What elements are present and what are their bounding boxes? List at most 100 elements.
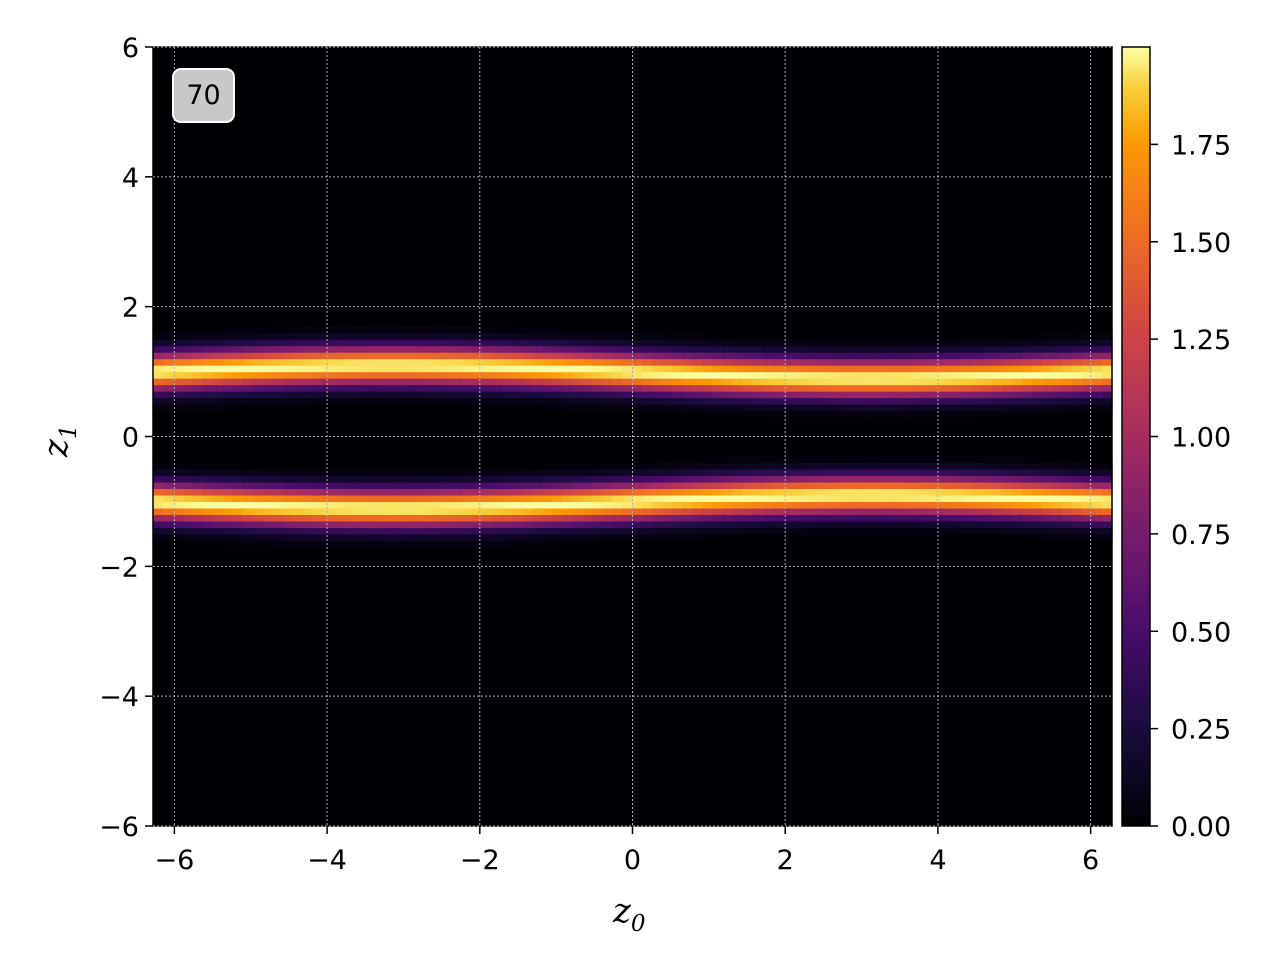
heatmap-cell [202,514,214,522]
heatmap-cell [652,475,664,483]
heatmap-cell [272,326,284,334]
heatmap-cell [772,462,783,470]
heatmap-cell [562,475,574,483]
heatmap-cell [992,384,1003,392]
heatmap-cell [382,358,394,366]
heatmap-cell [892,455,903,464]
heatmap-cell [852,468,863,477]
heatmap-cell [342,326,354,334]
heatmap-cell [882,481,893,490]
heatmap-cell [632,514,644,522]
heatmap-cell [882,391,893,399]
heatmap-cell [752,404,763,412]
heatmap-cell [942,494,953,503]
heatmap-cell [782,339,793,347]
heatmap-cell [172,514,184,522]
heatmap-cell [332,358,344,366]
heatmap-cell [1042,332,1053,340]
heatmap-cell [652,501,664,509]
heatmap-cell [1092,514,1103,522]
heatmap-cell [892,468,903,477]
heatmap-cell [153,501,164,509]
heatmap-cell [153,462,164,470]
heatmap-cell [632,527,644,535]
heatmap-cell [802,462,813,470]
heatmap-cell [772,378,783,386]
heatmap-cell [802,520,813,528]
heatmap-cell [182,462,194,470]
heatmap-cell [282,397,294,405]
heatmap-cell [1042,475,1053,483]
heatmap-cell [192,371,204,379]
heatmap-cell [592,468,604,477]
heatmap-cell [532,468,544,477]
heatmap-cell [322,352,334,360]
heatmap-cell [392,397,404,405]
heatmap-cell [172,488,184,496]
heatmap-cell [1052,384,1063,392]
heatmap-cell [1062,533,1073,541]
heatmap-cell [1022,358,1033,366]
heatmap-cell [412,507,424,515]
heatmap-cell [242,468,254,477]
heatmap-cell [602,481,614,490]
heatmap-cell [562,332,574,340]
heatmap-cell [252,540,264,548]
heatmap-cell [952,404,963,412]
heatmap-cell [522,358,534,366]
heatmap-cell [212,533,224,541]
heatmap-cell [212,345,224,353]
heatmap-cell [252,520,264,528]
heatmap-cell [422,481,434,490]
heatmap-cell [262,527,274,535]
heatmap-cell [392,494,404,503]
heatmap-cell [1002,378,1013,386]
heatmap-cell [782,488,793,496]
heatmap-cell [462,475,474,483]
heatmap-cell [822,371,833,379]
heatmap-cell [412,468,424,477]
heatmap-cell [952,345,963,353]
heatmap-cell [652,481,664,490]
heatmap-cell [552,378,564,386]
heatmap-cell [682,507,694,515]
heatmap-cell [612,339,624,347]
heatmap-cell [802,358,813,366]
heatmap-cell [642,475,654,483]
heatmap-cell [972,514,983,522]
heatmap-cell [502,501,514,509]
heatmap-cell [542,475,554,483]
heatmap-cell [1012,358,1023,366]
heatmap-cell [402,391,414,399]
heatmap-cell [822,358,833,366]
heatmap-cell [153,481,164,490]
heatmap-cell [212,468,224,477]
heatmap-cell [1042,520,1053,528]
heatmap-cell [532,514,544,522]
heatmap-cell [992,371,1003,379]
heatmap-cell [1102,494,1113,503]
heatmap-cell [792,462,803,470]
heatmap-cell [782,520,793,528]
heatmap-cell [632,462,644,470]
heatmap-cell [412,332,424,340]
heatmap-cell [942,378,953,386]
heatmap-cell [452,488,464,496]
heatmap-cell [782,410,793,418]
heatmap-cell [382,481,394,490]
heatmap-cell [153,507,164,515]
heatmap-cell [492,371,504,379]
heatmap-cell [352,326,364,334]
colorbar-tick-label: 1.00 [1171,423,1231,454]
heatmap-cell [722,345,733,353]
heatmap-cell [942,397,953,405]
heatmap-cell [792,468,803,477]
heatmap-cell [192,481,204,490]
heatmap-cell [492,514,504,522]
heatmap-cell [602,507,614,515]
heatmap-cell [342,494,354,503]
heatmap-cell [942,391,953,399]
heatmap-cell [192,501,204,509]
heatmap-cell [772,365,783,373]
heatmap-cell [162,481,174,490]
